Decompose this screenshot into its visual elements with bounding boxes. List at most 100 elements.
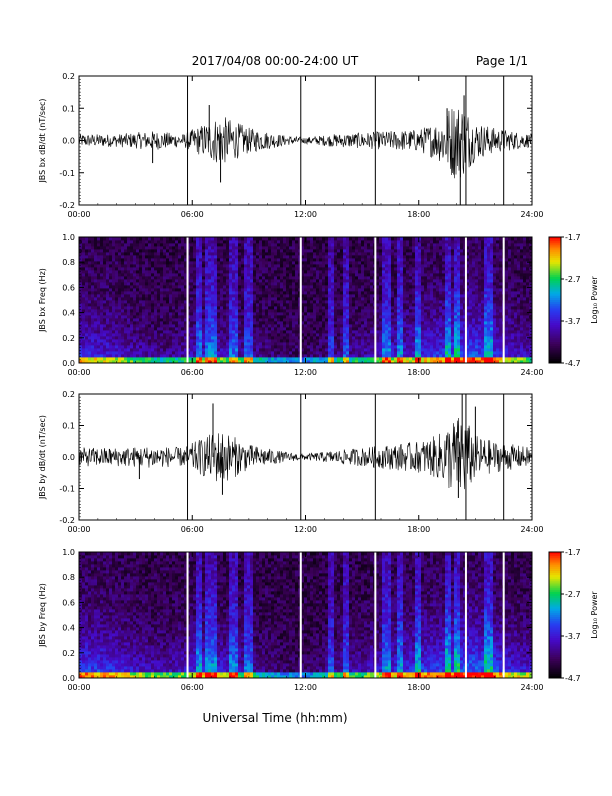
spectrogram-cell [238, 324, 241, 327]
spectrogram-cell [409, 306, 412, 309]
spectrogram-cell [133, 240, 136, 243]
spectrogram-cell [367, 339, 370, 342]
spectrogram-cell [241, 282, 244, 285]
spectrogram-cell [217, 324, 220, 327]
spectrogram-cell [181, 267, 184, 270]
spectrogram-cell [358, 243, 361, 246]
spectrogram-cell [115, 243, 118, 246]
spectrogram-cell [340, 336, 343, 339]
spectrogram-cell [169, 315, 172, 318]
spectrogram-cell [268, 243, 271, 246]
spectrogram-cell [94, 315, 97, 318]
spectrogram-cell [394, 327, 397, 330]
spectrogram-cell [208, 294, 211, 297]
spectrogram-cell [151, 357, 154, 360]
spectrogram-cell [109, 279, 112, 282]
spectrogram-cell [223, 336, 226, 339]
spectrogram-cell [358, 348, 361, 351]
spectrogram-cell [196, 258, 199, 261]
spectrogram-cell [241, 276, 244, 279]
spectrogram-cell [337, 333, 340, 336]
spectrogram-cell [424, 357, 427, 360]
spectrogram-cell [133, 336, 136, 339]
spectrogram-cell [127, 342, 130, 345]
spectrogram-cell [409, 240, 412, 243]
spectrogram-cell [142, 255, 145, 258]
spectrogram-cell [223, 255, 226, 258]
spectrogram-cell [142, 297, 145, 300]
spectrogram-cell [358, 285, 361, 288]
spectrogram-cell [166, 357, 169, 360]
spectrogram-cell [262, 336, 265, 339]
spectrogram-cell [97, 327, 100, 330]
spectrogram-cell [241, 279, 244, 282]
spectrogram-cell [136, 261, 139, 264]
spectrogram-cell [241, 288, 244, 291]
spectrogram-cell [112, 258, 115, 261]
spectrogram-cell [241, 351, 244, 354]
spectrogram-cell [271, 252, 274, 255]
spectrogram-cell [349, 345, 352, 348]
spectrogram-cell [271, 300, 274, 303]
spectrogram-cell [304, 246, 307, 249]
spectrogram-cell [322, 357, 325, 360]
spectrogram-cell [349, 237, 352, 240]
spectrogram-cell [202, 297, 205, 300]
spectrogram-cell [274, 303, 277, 306]
spectrogram-cell [280, 327, 283, 330]
spectrogram-cell [109, 330, 112, 333]
spectrogram-cell [289, 261, 292, 264]
spectrogram-cell [199, 342, 202, 345]
spectrogram-cell [220, 291, 223, 294]
spectrogram-cell [310, 354, 313, 357]
spectrogram-cell [250, 276, 253, 279]
spectrogram-cell [214, 285, 217, 288]
spectrogram-cell [88, 330, 91, 333]
spectrogram-cell [412, 255, 415, 258]
spectrogram-cell [421, 240, 424, 243]
spectrogram-cell [106, 273, 109, 276]
spectrogram-cell [91, 240, 94, 243]
spectrogram-cell [94, 270, 97, 273]
spectrogram-cell [163, 249, 166, 252]
spectrogram-cell [172, 357, 175, 360]
spectrogram-cell [208, 354, 211, 357]
spectrogram-cell [193, 276, 196, 279]
spectrogram-cell [145, 285, 148, 288]
spectrogram-cell [253, 357, 256, 360]
spectrogram-cell [343, 291, 346, 294]
spectrogram-cell [169, 258, 172, 261]
spectrogram-cell [361, 237, 364, 240]
spectrogram-cell [271, 249, 274, 252]
spectrogram-cell [172, 282, 175, 285]
spectrogram-cell [340, 243, 343, 246]
spectrogram-cell [343, 279, 346, 282]
spectrogram-cell [202, 246, 205, 249]
spectrogram-cell [235, 351, 238, 354]
spectrogram-cell [268, 294, 271, 297]
spectrogram-cell [418, 282, 421, 285]
spectrogram-cell [319, 345, 322, 348]
spectrogram-cell [244, 240, 247, 243]
spectrogram-cell [247, 285, 250, 288]
spectrogram-cell [265, 333, 268, 336]
spectrogram-cell [250, 306, 253, 309]
spectrogram-cell [205, 258, 208, 261]
spectrogram-cell [286, 267, 289, 270]
spectrogram-cell [325, 318, 328, 321]
spectrogram-cell [253, 270, 256, 273]
spectrogram-cell [289, 300, 292, 303]
spectrogram-cell [361, 315, 364, 318]
spectrogram-cell [118, 246, 121, 249]
spectrogram-cell [292, 285, 295, 288]
spectrogram-cell [280, 237, 283, 240]
spectrogram-cell [196, 348, 199, 351]
spectrogram-cell [238, 249, 241, 252]
spectrogram-cell [163, 333, 166, 336]
spectrogram-cell [211, 297, 214, 300]
spectrogram-cell [94, 261, 97, 264]
spectrogram-cell [343, 318, 346, 321]
spectrogram-cell [220, 345, 223, 348]
spectrogram-cell [280, 267, 283, 270]
spectrogram-cell [175, 297, 178, 300]
